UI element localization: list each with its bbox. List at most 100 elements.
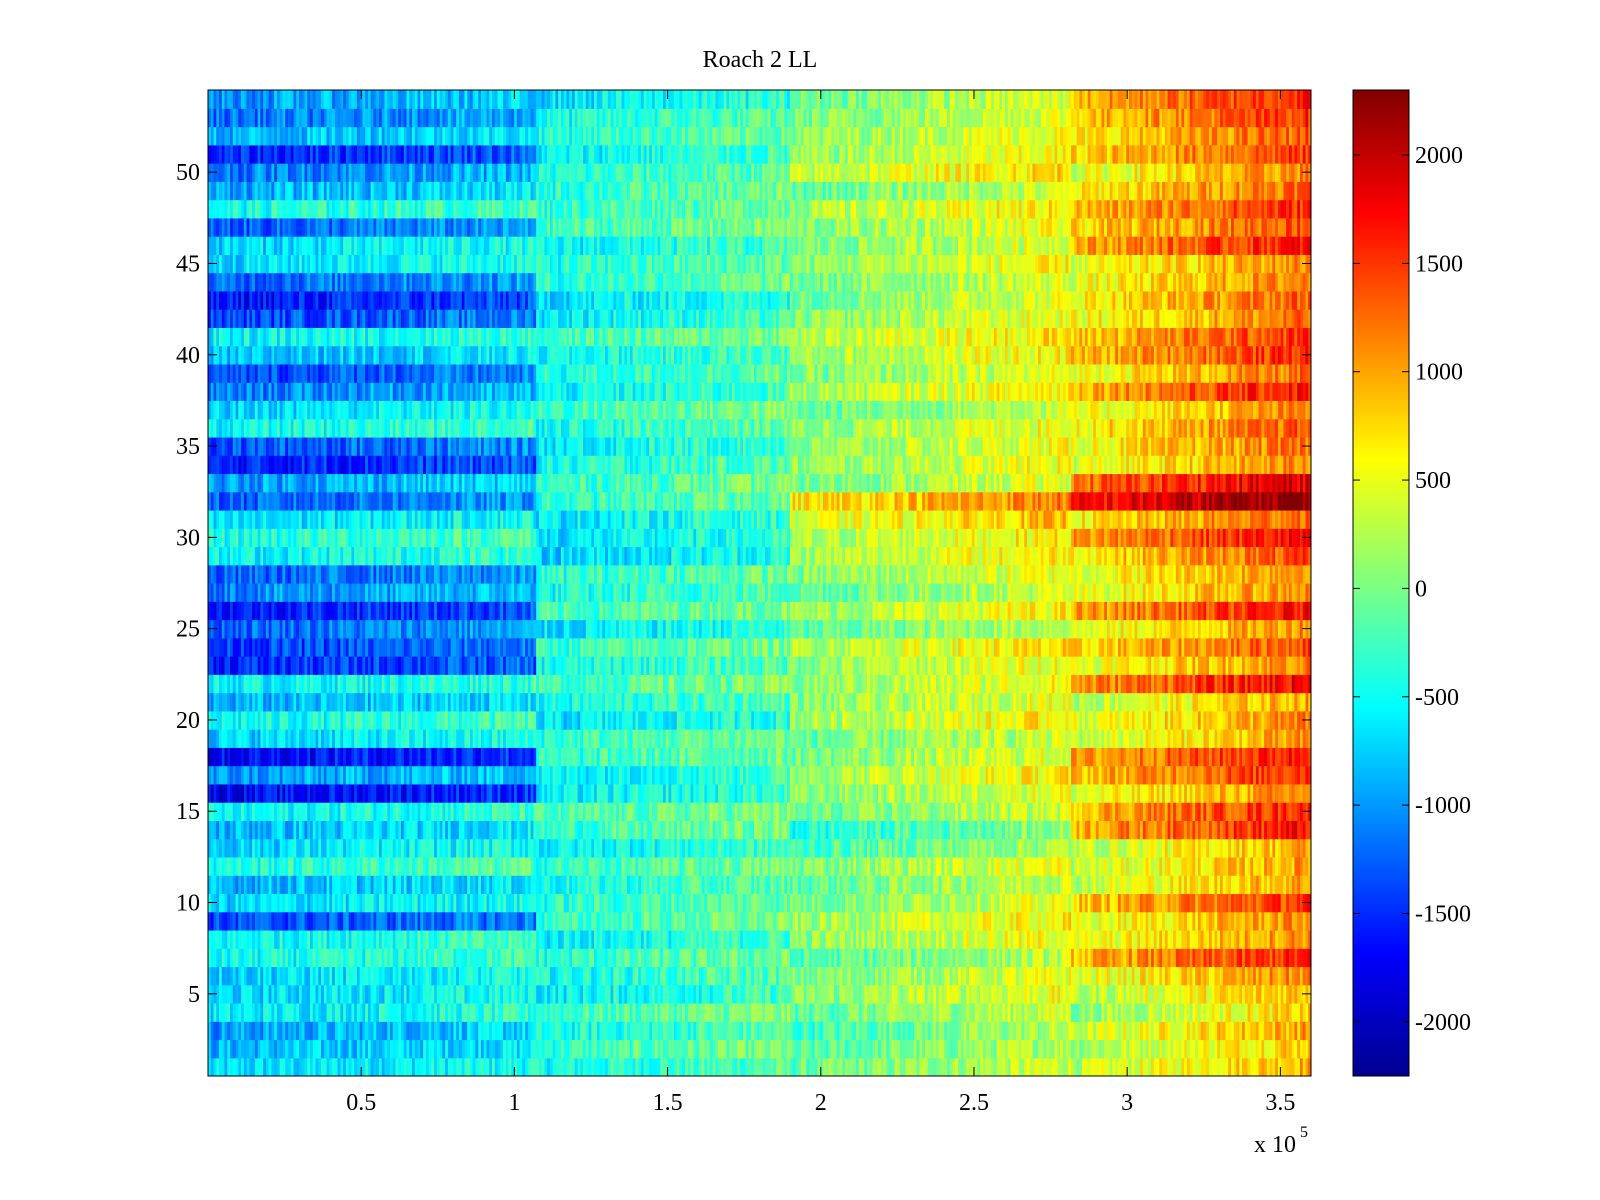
heatmap-cell xyxy=(345,893,350,913)
heatmap-cell xyxy=(1242,929,1246,949)
heatmap-cell xyxy=(632,929,637,949)
heatmap-cell xyxy=(442,893,446,913)
heatmap-cell xyxy=(1192,911,1196,931)
heatmap-cell xyxy=(500,1002,504,1022)
heatmap-cell xyxy=(241,856,245,876)
heatmap-cell xyxy=(1261,1039,1265,1059)
heatmap-cell xyxy=(1051,1039,1056,1059)
heatmap-cell xyxy=(227,984,231,1004)
heatmap-cell xyxy=(1228,966,1232,986)
heatmap-cell xyxy=(299,984,303,1004)
heatmap-cell xyxy=(431,875,435,895)
heatmap-cell xyxy=(787,966,791,986)
heatmap-cell xyxy=(1148,966,1152,986)
heatmap-cell xyxy=(924,1021,929,1041)
heatmap-cell xyxy=(1142,911,1147,931)
heatmap-cell xyxy=(574,856,579,876)
heatmap-cell xyxy=(952,948,956,968)
heatmap-cell xyxy=(731,929,736,949)
heatmap-cell xyxy=(216,1021,220,1041)
heatmap-cell xyxy=(712,1002,716,1022)
heatmap-cell xyxy=(770,948,774,968)
heatmap-cell xyxy=(800,1039,805,1059)
heatmap-cell xyxy=(1200,1021,1205,1041)
heatmap-cell xyxy=(958,1057,962,1076)
heatmap-cell xyxy=(878,1021,882,1041)
heatmap-cell xyxy=(447,1002,452,1022)
heatmap-cell xyxy=(795,984,799,1004)
heatmap-cell xyxy=(439,1021,443,1041)
heatmap-cell xyxy=(836,875,841,895)
heatmap-cell xyxy=(519,911,523,931)
heatmap-cell xyxy=(878,1057,882,1076)
heatmap-cell xyxy=(323,929,328,949)
heatmap-cell xyxy=(254,1039,259,1059)
heatmap-cell xyxy=(726,948,730,968)
heatmap-cell xyxy=(740,966,744,986)
heatmap-cell xyxy=(1272,948,1276,968)
heatmap-cell xyxy=(1200,984,1205,1004)
heatmap-cell xyxy=(610,929,614,949)
heatmap-cell xyxy=(742,1057,747,1076)
heatmap-cell xyxy=(569,929,573,949)
heatmap-cell xyxy=(1115,875,1119,895)
heatmap-cell xyxy=(216,966,220,986)
heatmap-cell xyxy=(1035,1057,1039,1076)
heatmap-cell xyxy=(1040,911,1045,931)
heatmap-cell xyxy=(478,1021,482,1041)
heatmap-cell xyxy=(1269,893,1273,913)
heatmap-cell xyxy=(508,1021,512,1041)
heatmap-cell xyxy=(867,1057,871,1076)
heatmap-cell xyxy=(478,911,482,931)
heatmap-cell xyxy=(1046,856,1050,876)
heatmap-cell xyxy=(585,1039,590,1059)
heatmap-cell xyxy=(842,911,846,931)
heatmap-cell xyxy=(1197,875,1202,895)
heatmap-cell xyxy=(858,1057,863,1076)
heatmap-cell xyxy=(1073,948,1078,968)
heatmap-cell xyxy=(555,856,559,876)
heatmap-cell xyxy=(811,984,816,1004)
heatmap-cell xyxy=(616,875,620,895)
heatmap-cell xyxy=(671,893,675,913)
heatmap-cell xyxy=(985,875,989,895)
heatmap-cell xyxy=(1272,875,1276,895)
heatmap-cell xyxy=(836,984,841,1004)
heatmap-cell xyxy=(765,966,769,986)
heatmap-cell xyxy=(1049,1057,1053,1076)
heatmap-cell xyxy=(450,875,455,895)
heatmap-cell xyxy=(657,984,661,1004)
heatmap-cell xyxy=(569,966,573,986)
heatmap-cell xyxy=(370,893,375,913)
heatmap-cell xyxy=(952,893,956,913)
heatmap-cell xyxy=(707,948,711,968)
heatmap-cell xyxy=(458,948,463,968)
heatmap-cell xyxy=(770,875,774,895)
heatmap-cell xyxy=(511,875,515,895)
heatmap-cell xyxy=(1148,948,1152,968)
heatmap-cell xyxy=(847,875,852,895)
heatmap-cell xyxy=(977,948,981,968)
heatmap-cell xyxy=(1244,875,1249,895)
heatmap-cell xyxy=(1228,1039,1232,1059)
heatmap-cell xyxy=(1305,911,1309,931)
heatmap-cell xyxy=(409,948,413,968)
heatmap-cell xyxy=(668,875,672,895)
heatmap-cell xyxy=(332,1021,336,1041)
heatmap-cell xyxy=(387,1021,391,1041)
heatmap-cell xyxy=(511,856,515,876)
heatmap-cell xyxy=(1007,966,1012,986)
heatmap-cell xyxy=(618,856,623,876)
heatmap-cell xyxy=(384,856,388,876)
heatmap-cell xyxy=(1258,984,1262,1004)
heatmap-cell xyxy=(1225,875,1229,895)
heatmap-cell xyxy=(1167,1002,1171,1022)
heatmap-cell xyxy=(803,948,807,968)
heatmap-cell xyxy=(1255,984,1260,1004)
heatmap-cell xyxy=(751,875,755,895)
heatmap-cell xyxy=(230,1021,234,1041)
heatmap-cell xyxy=(1084,1039,1089,1059)
heatmap-cell xyxy=(1060,1002,1064,1022)
heatmap-cell xyxy=(1214,856,1218,876)
heatmap-cell xyxy=(392,929,397,949)
